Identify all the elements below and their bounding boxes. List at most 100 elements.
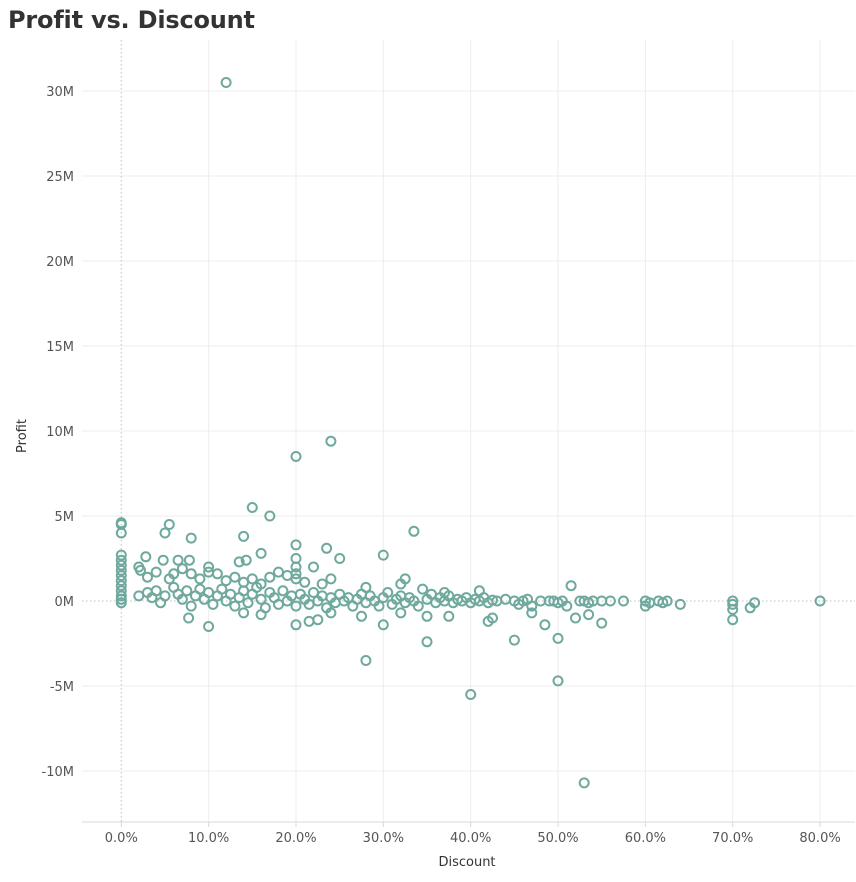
scatter-point[interactable] [176,593,188,605]
scatter-point[interactable] [150,566,162,578]
scatter-point[interactable] [185,532,197,544]
scatter-point[interactable] [246,573,258,585]
scatter-point[interactable] [238,607,250,619]
scatter-point[interactable] [115,570,127,581]
scatter-point[interactable] [744,602,756,614]
scatter-point[interactable] [508,634,520,646]
scatter-point[interactable] [150,585,162,597]
scatter-point[interactable] [565,580,577,592]
scatter-point[interactable] [135,564,146,576]
scatter-point[interactable] [233,556,245,568]
scatter-point[interactable] [216,583,228,595]
scatter-point[interactable] [163,519,175,530]
scatter-point[interactable] [238,530,250,542]
scatter-point[interactable] [421,610,433,622]
scatter-point[interactable] [185,568,197,580]
scatter-point[interactable] [356,610,367,622]
scatter-point[interactable] [115,575,127,587]
scatter-point[interactable] [408,525,420,537]
scatter-point[interactable] [570,612,581,624]
scatter-point[interactable] [578,777,590,789]
scatter-point[interactable] [290,619,302,631]
scatter-point[interactable] [157,554,169,566]
scatter-point[interactable] [203,561,215,573]
scatter-point[interactable] [176,563,188,575]
scatter-point[interactable] [159,590,171,602]
scatter-point[interactable] [281,570,293,581]
scatter-point[interactable] [552,632,564,644]
scatter-point[interactable] [264,510,276,522]
scatter-point[interactable] [535,595,547,607]
scatter-point[interactable] [194,583,206,595]
scatter-point[interactable] [240,554,252,566]
scatter-point[interactable] [290,561,302,573]
scatter-point[interactable] [604,595,616,607]
scatter-point[interactable] [277,585,289,597]
scatter-point[interactable] [207,598,219,610]
scatter-point[interactable] [140,551,152,563]
scatter-point[interactable] [183,612,195,624]
scatter-point[interactable] [115,549,127,561]
scatter-point[interactable] [242,597,254,609]
scatter-point[interactable] [373,600,385,612]
scatter-point[interactable] [443,610,455,622]
scatter-point[interactable] [255,593,267,605]
scatter-point[interactable] [552,675,564,687]
scatter-point[interactable] [377,549,389,561]
scatter-point[interactable] [142,571,153,583]
scatter-point[interactable] [487,594,498,606]
scatter-point[interactable] [727,598,739,610]
scatter-point[interactable] [168,568,180,580]
scatter-point[interactable] [395,578,407,590]
scatter-point[interactable] [115,554,127,566]
scatter-point[interactable] [661,595,673,607]
scatter-point[interactable] [539,619,551,631]
scatter-point[interactable] [316,578,328,590]
scatter-point[interactable] [290,600,302,612]
scatter-point[interactable] [814,595,826,607]
scatter-point[interactable] [251,581,263,593]
scatter-point[interactable] [220,77,232,88]
scatter-point[interactable] [229,600,241,612]
scatter-point[interactable] [377,619,389,631]
scatter-point[interactable] [183,554,195,566]
scatter-point[interactable] [561,600,573,612]
scatter-point[interactable] [290,539,302,551]
scatter-point[interactable] [115,590,127,602]
scatter-point[interactable] [264,571,276,583]
scatter-point[interactable] [360,655,372,666]
scatter-point[interactable] [229,571,241,583]
scatter-point[interactable] [185,600,197,612]
scatter-point[interactable] [312,614,324,626]
scatter-point[interactable] [526,607,538,619]
scatter-point[interactable] [172,554,184,566]
scatter-point[interactable] [115,527,127,539]
scatter-point[interactable] [308,561,319,573]
scatter-point[interactable] [325,573,337,585]
scatter-point[interactable] [596,617,608,629]
scatter-point[interactable] [273,566,284,578]
scatter-point[interactable] [290,451,302,462]
scatter-point[interactable] [325,607,337,619]
scatter-point[interactable] [412,600,424,612]
scatter-point[interactable] [299,576,311,588]
scatter-point[interactable] [583,609,595,621]
scatter-point[interactable] [618,595,629,607]
scatter-point[interactable] [203,621,215,632]
scatter-point[interactable] [290,568,302,580]
scatter-point[interactable] [255,609,267,621]
scatter-point[interactable] [194,573,206,585]
scatter-point[interactable] [417,583,429,595]
scatter-point[interactable] [115,593,127,605]
scatter-point[interactable] [727,614,739,626]
scatter-point[interactable] [225,588,236,600]
scatter-point[interactable] [727,604,739,615]
scatter-point[interactable] [133,590,145,602]
scatter-point[interactable] [211,568,223,580]
scatter-point[interactable] [382,587,394,598]
scatter-point[interactable] [674,598,686,610]
scatter-point[interactable] [325,435,337,447]
scatter-point[interactable] [321,542,333,554]
scatter-point[interactable] [255,547,267,559]
scatter-point[interactable] [303,615,315,627]
